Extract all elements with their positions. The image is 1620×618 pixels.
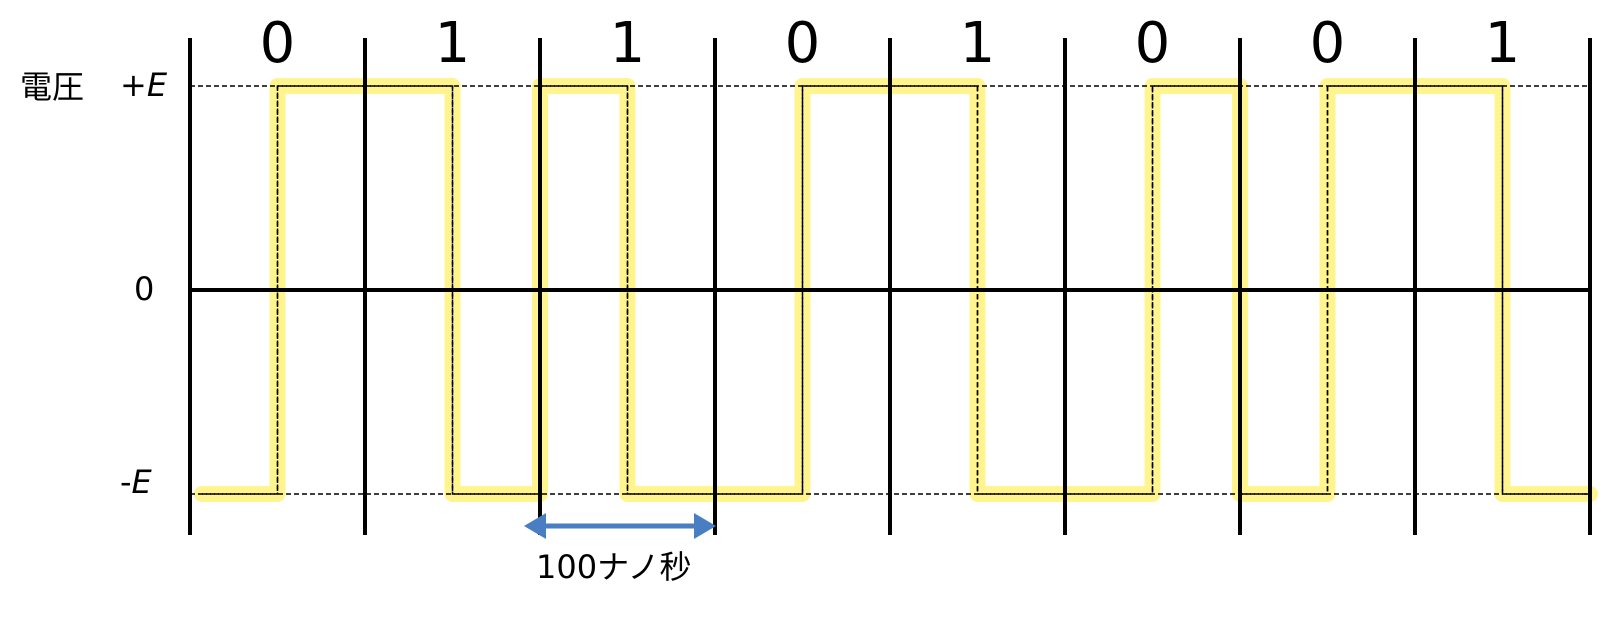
bit-boundary-lines [188, 38, 1592, 535]
low-level-label: -E [120, 463, 153, 501]
low-level-sign: - [120, 463, 132, 501]
bit-label: 1 [435, 11, 471, 76]
high-level-label: +E [120, 66, 168, 104]
bit-label: 0 [785, 11, 821, 76]
bit-label: 0 [1310, 11, 1346, 76]
bit-label: 0 [260, 11, 296, 76]
bit-label: 0 [1135, 11, 1171, 76]
low-level-symbol: E [132, 463, 153, 501]
bit-labels: 0 1 1 0 1 0 0 1 [260, 11, 1521, 76]
bit-label: 1 [960, 11, 996, 76]
period-arrow [524, 513, 716, 539]
high-level-sign: + [120, 66, 147, 104]
bit-label: 1 [610, 11, 646, 76]
period-arrow-head-right [694, 513, 716, 539]
y-axis-label: 電圧 [20, 68, 84, 106]
bit-label: 1 [1485, 11, 1521, 76]
period-arrow-head-left [524, 513, 546, 539]
high-level-symbol: E [147, 66, 168, 104]
signal-path [202, 85, 1590, 495]
period-label: 100ナノ秒 [536, 548, 691, 586]
zero-level-label: 0 [134, 270, 154, 308]
